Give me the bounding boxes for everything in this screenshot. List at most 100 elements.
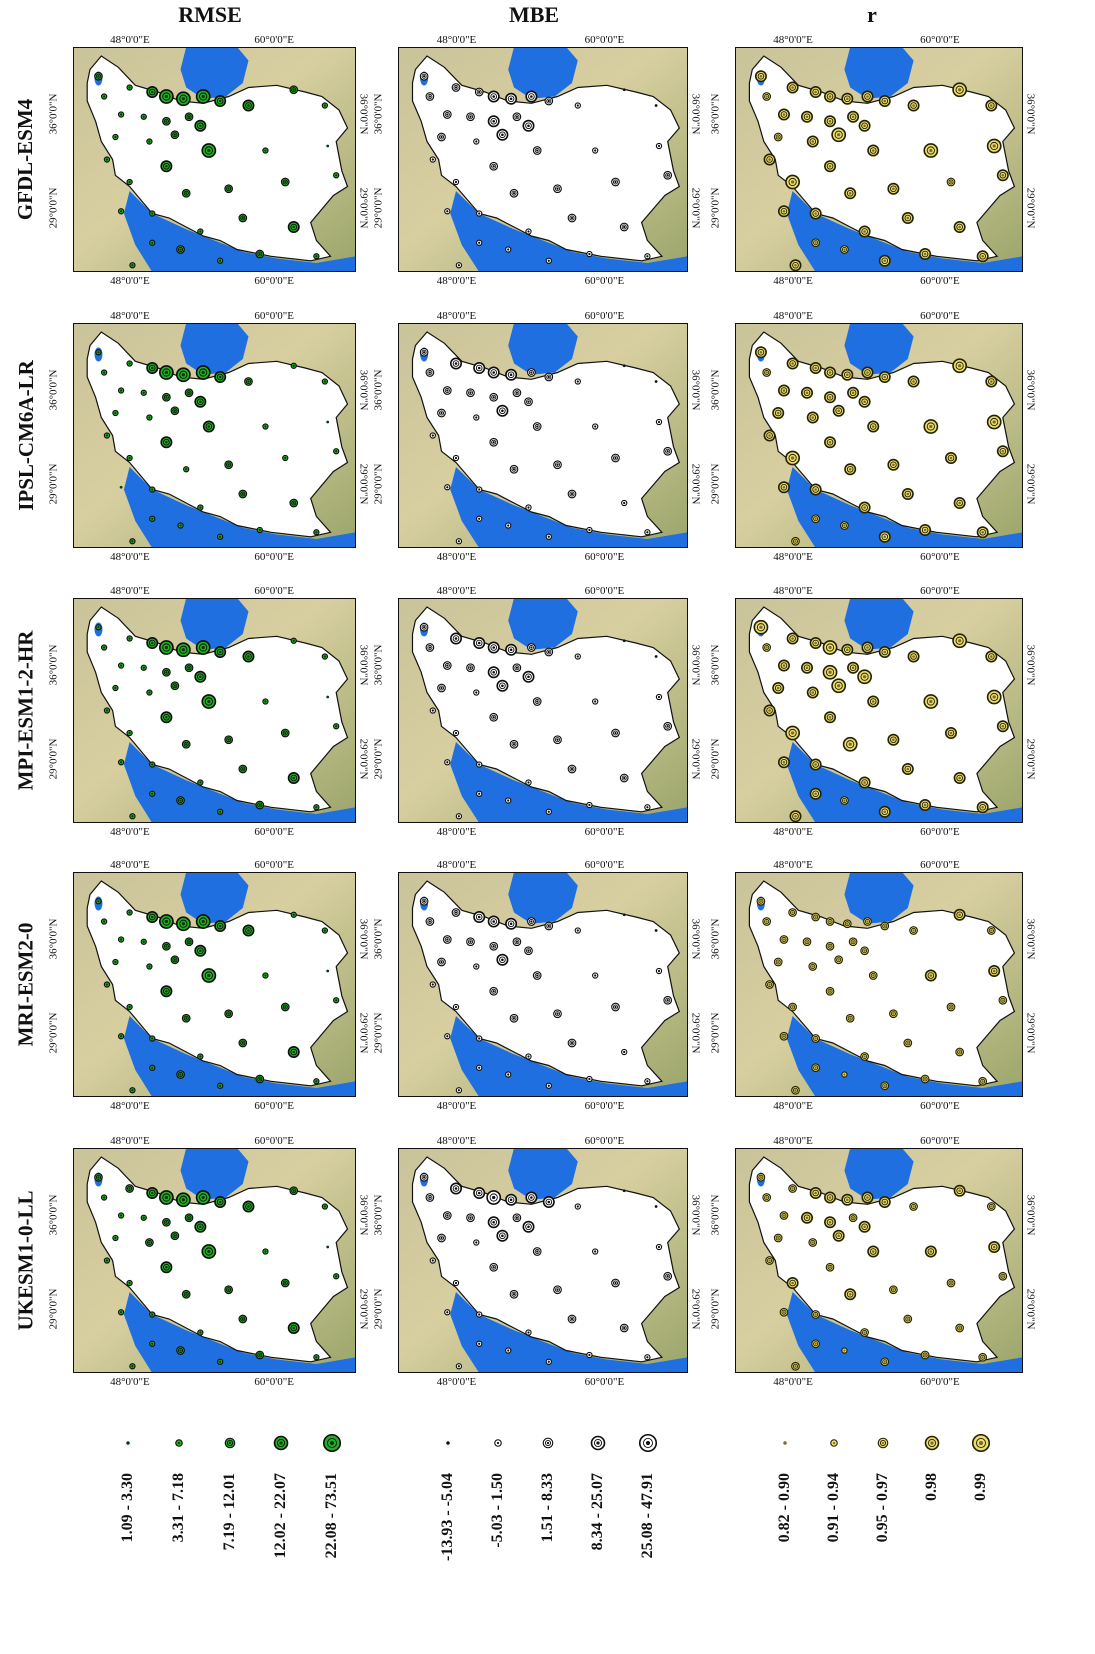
station-marker bbox=[544, 921, 554, 931]
station-marker bbox=[590, 1435, 606, 1451]
station-marker bbox=[654, 1205, 658, 1208]
station-marker bbox=[986, 689, 1002, 705]
longitude-label: 60°0'0"E bbox=[254, 1376, 294, 1388]
station-marker bbox=[525, 1191, 538, 1204]
station-marker bbox=[638, 1433, 658, 1453]
station-marker bbox=[763, 429, 776, 442]
station-marker bbox=[985, 375, 998, 388]
latitude-label: 36°0'0"N bbox=[709, 369, 722, 410]
station-marker bbox=[473, 1239, 480, 1246]
station-marker bbox=[224, 1009, 233, 1019]
station-marker bbox=[777, 384, 790, 397]
legend-symbol bbox=[175, 1439, 183, 1447]
station-marker bbox=[809, 361, 822, 374]
longitude-label: 48°0'0"E bbox=[436, 1376, 477, 1388]
station-marker bbox=[788, 1002, 797, 1012]
latitude-label: 36°0'0"N bbox=[372, 918, 385, 959]
station-marker bbox=[553, 184, 562, 194]
legend-symbol bbox=[877, 1437, 889, 1449]
station-marker bbox=[878, 1195, 891, 1208]
station-marker bbox=[592, 698, 599, 705]
station-marker bbox=[94, 1172, 103, 1182]
station-marker bbox=[429, 707, 436, 714]
station-marker bbox=[238, 489, 248, 499]
longitude-label: 60°0'0"E bbox=[584, 585, 625, 597]
station-marker bbox=[489, 712, 499, 722]
caspian-sea bbox=[508, 1148, 578, 1200]
station-marker bbox=[487, 115, 500, 128]
station-marker bbox=[847, 110, 860, 123]
latitude-label: 29°0'0"N bbox=[1024, 187, 1037, 229]
legend-symbol bbox=[590, 1435, 606, 1451]
station-marker bbox=[146, 85, 159, 98]
legend-symbol bbox=[273, 1435, 289, 1451]
model-label: GFDL-ESM4 bbox=[0, 47, 52, 272]
station-marker bbox=[473, 361, 486, 374]
station-marker bbox=[901, 488, 914, 501]
station-marker bbox=[126, 909, 133, 916]
station-marker bbox=[809, 787, 822, 800]
latitude-label: 36°0'0"N bbox=[372, 644, 385, 685]
longitude-label: 48°0'0"E bbox=[110, 551, 150, 563]
station-marker bbox=[773, 132, 783, 142]
map-panel: 48°0'0"E 48°0'0"E 60°0'0"E 60°0'0"E 36°0'0"N… bbox=[372, 34, 701, 287]
station-marker bbox=[811, 1034, 820, 1043]
station-marker bbox=[644, 1354, 651, 1361]
caspian-sea bbox=[180, 323, 249, 375]
station-marker bbox=[789, 259, 802, 272]
station-marker bbox=[451, 83, 461, 92]
station-marker bbox=[442, 110, 452, 119]
station-marker bbox=[162, 116, 171, 126]
station-marker bbox=[945, 727, 958, 740]
station-marker bbox=[512, 112, 522, 122]
station-marker bbox=[217, 257, 224, 264]
longitude-label: 48°0'0"E bbox=[773, 1376, 813, 1388]
station-marker bbox=[779, 935, 789, 944]
station-marker bbox=[126, 454, 133, 462]
station-marker bbox=[762, 368, 772, 377]
station-marker bbox=[195, 640, 211, 655]
legend-symbol bbox=[924, 1435, 940, 1451]
station-marker bbox=[175, 916, 191, 932]
station-marker bbox=[611, 728, 620, 738]
map-panel: 48°0'0"E 48°0'0"E 60°0'0"E 60°0'0"E 36°0'0"N… bbox=[47, 310, 369, 563]
station-marker bbox=[924, 1435, 940, 1451]
station-marker bbox=[158, 640, 174, 655]
latitude-label: 29°0'0"N bbox=[709, 1288, 722, 1330]
station-marker bbox=[832, 1229, 845, 1242]
station-marker bbox=[986, 1202, 996, 1211]
station-marker bbox=[505, 643, 518, 656]
station-marker bbox=[785, 174, 800, 190]
station-marker bbox=[224, 184, 233, 194]
station-marker bbox=[326, 420, 330, 424]
latitude-label: 36°0'0"N bbox=[689, 1194, 702, 1235]
station-marker bbox=[811, 1310, 820, 1319]
station-marker bbox=[789, 810, 802, 823]
station-marker bbox=[524, 397, 533, 407]
station-marker bbox=[831, 678, 847, 694]
station-marker bbox=[146, 689, 153, 696]
station-marker bbox=[444, 208, 451, 215]
station-marker bbox=[553, 460, 562, 470]
station-marker bbox=[754, 70, 767, 83]
station-marker bbox=[145, 1238, 154, 1247]
latitude-label: 36°0'0"N bbox=[689, 644, 702, 685]
station-marker bbox=[449, 632, 462, 645]
station-marker bbox=[181, 1013, 191, 1023]
longitude-label: 48°0'0"E bbox=[773, 1100, 813, 1112]
station-marker bbox=[889, 1285, 898, 1295]
station-marker bbox=[858, 776, 871, 789]
station-marker bbox=[858, 1220, 871, 1233]
station-marker bbox=[525, 1053, 532, 1060]
station-marker bbox=[920, 1350, 930, 1360]
longitude-label: 48°0'0"E bbox=[110, 1135, 150, 1147]
legend-label: 0.82 - 0.90 bbox=[776, 1473, 793, 1543]
station-marker bbox=[920, 1074, 930, 1084]
station-marker bbox=[333, 172, 340, 179]
longitude-label: 60°0'0"E bbox=[254, 1135, 294, 1147]
latitude-label: 29°0'0"N bbox=[709, 738, 722, 780]
iran-outline bbox=[86, 880, 349, 1087]
station-marker bbox=[955, 1323, 964, 1333]
station-marker bbox=[195, 365, 211, 380]
latitude-label: 36°0'0"N bbox=[357, 369, 370, 410]
